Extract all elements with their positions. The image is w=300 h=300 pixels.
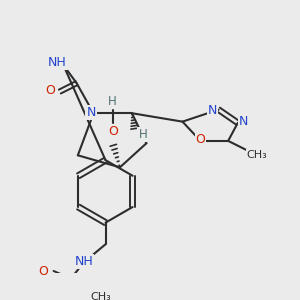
Text: O: O — [38, 266, 48, 278]
Text: N: N — [86, 106, 96, 118]
Text: H: H — [108, 95, 117, 108]
Text: CH₃: CH₃ — [90, 292, 111, 300]
Text: N: N — [208, 104, 217, 117]
Text: H: H — [138, 128, 147, 141]
Text: O: O — [196, 133, 206, 146]
Text: NH: NH — [48, 56, 67, 69]
Text: NH: NH — [74, 255, 93, 268]
Text: O: O — [108, 125, 118, 138]
Text: CH₃: CH₃ — [247, 150, 267, 160]
Text: O: O — [45, 84, 55, 97]
Text: N: N — [239, 115, 248, 128]
